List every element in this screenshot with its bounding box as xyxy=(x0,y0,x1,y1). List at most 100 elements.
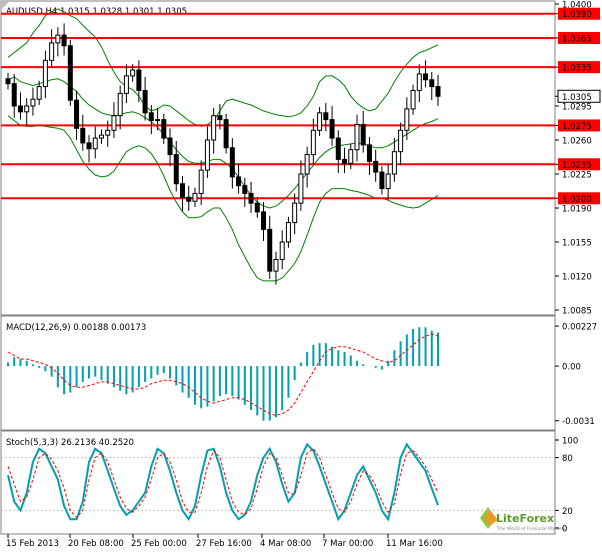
candle-body xyxy=(5,78,11,85)
candle-body xyxy=(223,119,229,149)
candle-body xyxy=(117,92,123,117)
candle-body xyxy=(385,173,391,190)
candle-body xyxy=(304,154,310,175)
brand-tagline: The World of Financial Markets xyxy=(496,526,566,532)
candle-body xyxy=(329,119,335,139)
candle-body xyxy=(404,108,410,131)
price-label: 1.0190 xyxy=(562,205,592,215)
price-label: 1.0275 xyxy=(562,122,592,132)
candle-body xyxy=(11,83,17,107)
candle-body xyxy=(42,59,48,88)
candle-body xyxy=(24,105,30,113)
price-label: 1.0120 xyxy=(562,273,592,283)
candle-body xyxy=(310,129,316,156)
candle-body xyxy=(67,45,73,101)
price-label: 1.0365 xyxy=(562,35,592,45)
candle-body xyxy=(161,119,167,139)
candle-body xyxy=(92,137,98,150)
macd-label: 0.00227 xyxy=(562,323,597,333)
candle-body xyxy=(298,173,304,204)
candle-body xyxy=(192,192,198,202)
candle-body xyxy=(354,123,360,151)
candle-body xyxy=(105,129,111,136)
macd-panel-frame xyxy=(0,315,556,431)
price-label: 1.0085 xyxy=(562,307,592,317)
candle-body xyxy=(229,147,235,178)
macd-plot xyxy=(7,327,439,421)
candle-body xyxy=(211,115,217,141)
candle-body xyxy=(292,202,298,224)
candle-body xyxy=(267,228,273,272)
candle-body xyxy=(398,129,404,153)
candle-body xyxy=(167,137,173,156)
candle-body xyxy=(61,34,67,47)
candle-body xyxy=(142,89,148,114)
candle-body xyxy=(173,154,179,185)
candle-body xyxy=(360,123,366,146)
stoch-label: 100 xyxy=(562,437,578,447)
price-label: 1.0260 xyxy=(562,137,592,147)
candle-body xyxy=(98,134,104,139)
macd-signal-line xyxy=(7,333,439,416)
price-label: 1.0400 xyxy=(562,1,592,11)
bollinger-band-line xyxy=(7,76,439,209)
candle-body xyxy=(86,142,92,150)
candle-body xyxy=(186,196,192,202)
price-label: 1.0155 xyxy=(562,239,592,249)
price-label: 1.0390 xyxy=(562,10,592,20)
time-label: 25 Feb 00:00 xyxy=(131,539,187,549)
candle-body xyxy=(17,105,23,113)
candle-body xyxy=(366,144,372,162)
price-label: 1.0335 xyxy=(562,64,592,74)
candle-body xyxy=(55,34,61,44)
candle-body xyxy=(435,86,441,97)
candle-body xyxy=(111,115,117,131)
candle-body xyxy=(236,176,242,187)
candle-body xyxy=(242,185,248,194)
candle-body xyxy=(30,98,36,107)
price-label: 1.0225 xyxy=(562,171,592,181)
main-chart-title: AUDUSD,H4 1.0315 1.0328 1.0301 1.0305 xyxy=(6,7,187,17)
candle-body xyxy=(36,86,42,100)
price-label: 1.0295 xyxy=(562,103,592,113)
candle-body xyxy=(279,241,285,260)
price-label-box xyxy=(558,158,600,171)
macd-label: -0.0031 xyxy=(562,417,595,427)
candle-body xyxy=(80,127,86,144)
candle-body xyxy=(248,192,254,204)
candle-body xyxy=(155,119,161,122)
candle-body xyxy=(323,112,329,121)
candle-body xyxy=(204,139,210,171)
stoch-label: 0 xyxy=(562,525,567,535)
price-label: 1.0305 xyxy=(562,93,592,103)
stoch-label: 80 xyxy=(562,454,573,464)
price-label-box xyxy=(558,61,600,74)
candle-body xyxy=(379,171,385,190)
candle-body xyxy=(136,69,142,91)
main-price-plot xyxy=(1,8,555,285)
time-label: 15 Feb 2013 xyxy=(6,539,59,549)
panel-corner-icon[interactable] xyxy=(2,2,9,9)
stoch-plot xyxy=(1,442,555,522)
candle-body xyxy=(130,69,136,77)
price-label: 1.0200 xyxy=(562,195,592,205)
candle-body xyxy=(410,89,416,110)
candle-body xyxy=(179,183,185,198)
stoch-panel-frame xyxy=(0,430,556,535)
time-label: 4 Mar 08:00 xyxy=(260,539,311,549)
candle-body xyxy=(217,115,223,121)
stoch-title: Stoch(5,3,3) 26.2136 40.2520 xyxy=(6,438,134,448)
macd-title: MACD(12,26,9) 0.00188 0.00173 xyxy=(6,323,146,333)
candle-body xyxy=(254,202,260,213)
price-label: 1.0235 xyxy=(562,161,592,171)
candle-body xyxy=(373,160,379,173)
candle-body xyxy=(348,149,354,164)
stoch-d-line xyxy=(7,448,439,519)
candle-body xyxy=(335,137,341,160)
candle-body xyxy=(74,99,80,129)
candle-body xyxy=(123,75,129,94)
candle-body xyxy=(429,79,435,88)
